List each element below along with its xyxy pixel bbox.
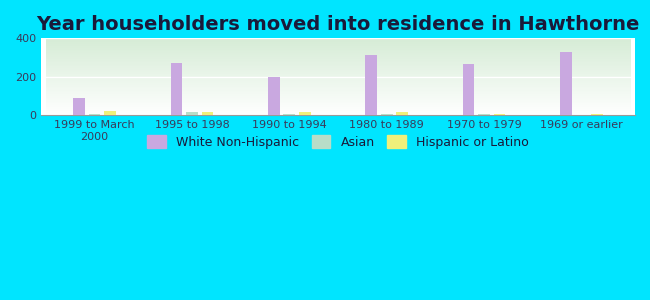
Bar [268,77,280,115]
Bar [592,114,603,115]
Bar [88,114,100,115]
Bar [202,112,213,115]
Bar [186,112,198,115]
Bar [463,64,474,115]
Legend: White Non-Hispanic, Asian, Hispanic or Latino: White Non-Hispanic, Asian, Hispanic or L… [142,130,534,154]
Bar [299,112,311,115]
Bar [478,114,490,115]
Title: Year householders moved into residence in Hawthorne: Year householders moved into residence i… [36,15,640,34]
Bar [494,114,506,115]
Bar [73,98,84,115]
Bar [381,114,393,115]
Bar [104,111,116,115]
Bar [170,63,182,115]
Bar [365,55,377,115]
Bar [283,114,295,115]
Bar [396,112,408,115]
Bar [560,52,572,115]
